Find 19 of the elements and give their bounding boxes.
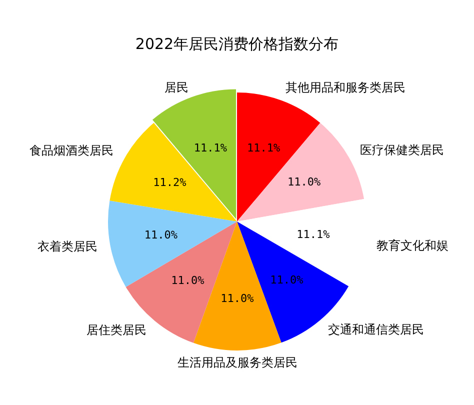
slice-label: 生活用品及服务类居民 (177, 356, 298, 370)
slice-label: 教育文化和娱 (376, 238, 449, 252)
slice-label: 衣着类居民 (38, 240, 98, 254)
data-label: 11.2% (153, 176, 187, 190)
data-label: 11.0% (288, 176, 321, 189)
slice-label: 交通和通信类居民 (328, 322, 424, 336)
data-label: 11.0% (144, 228, 178, 242)
slice-label: 居住类居民 (86, 322, 147, 337)
slice-label: 医疗保健类居民 (360, 142, 444, 157)
data-label: 11.0% (220, 292, 254, 305)
slice-label: 其他用品和服务类居民 (286, 80, 406, 94)
chart-title: 2022年居民消费价格指数分布 (135, 34, 339, 53)
data-label: 11.1% (194, 142, 228, 155)
data-label: 11.1% (296, 228, 330, 241)
data-label: 11.0% (270, 274, 304, 287)
data-label: 11.1% (247, 142, 280, 155)
data-label: 11.0% (171, 274, 205, 287)
slice-label: 居民 (164, 80, 188, 94)
slice-label: 食品烟酒类居民 (30, 144, 114, 158)
